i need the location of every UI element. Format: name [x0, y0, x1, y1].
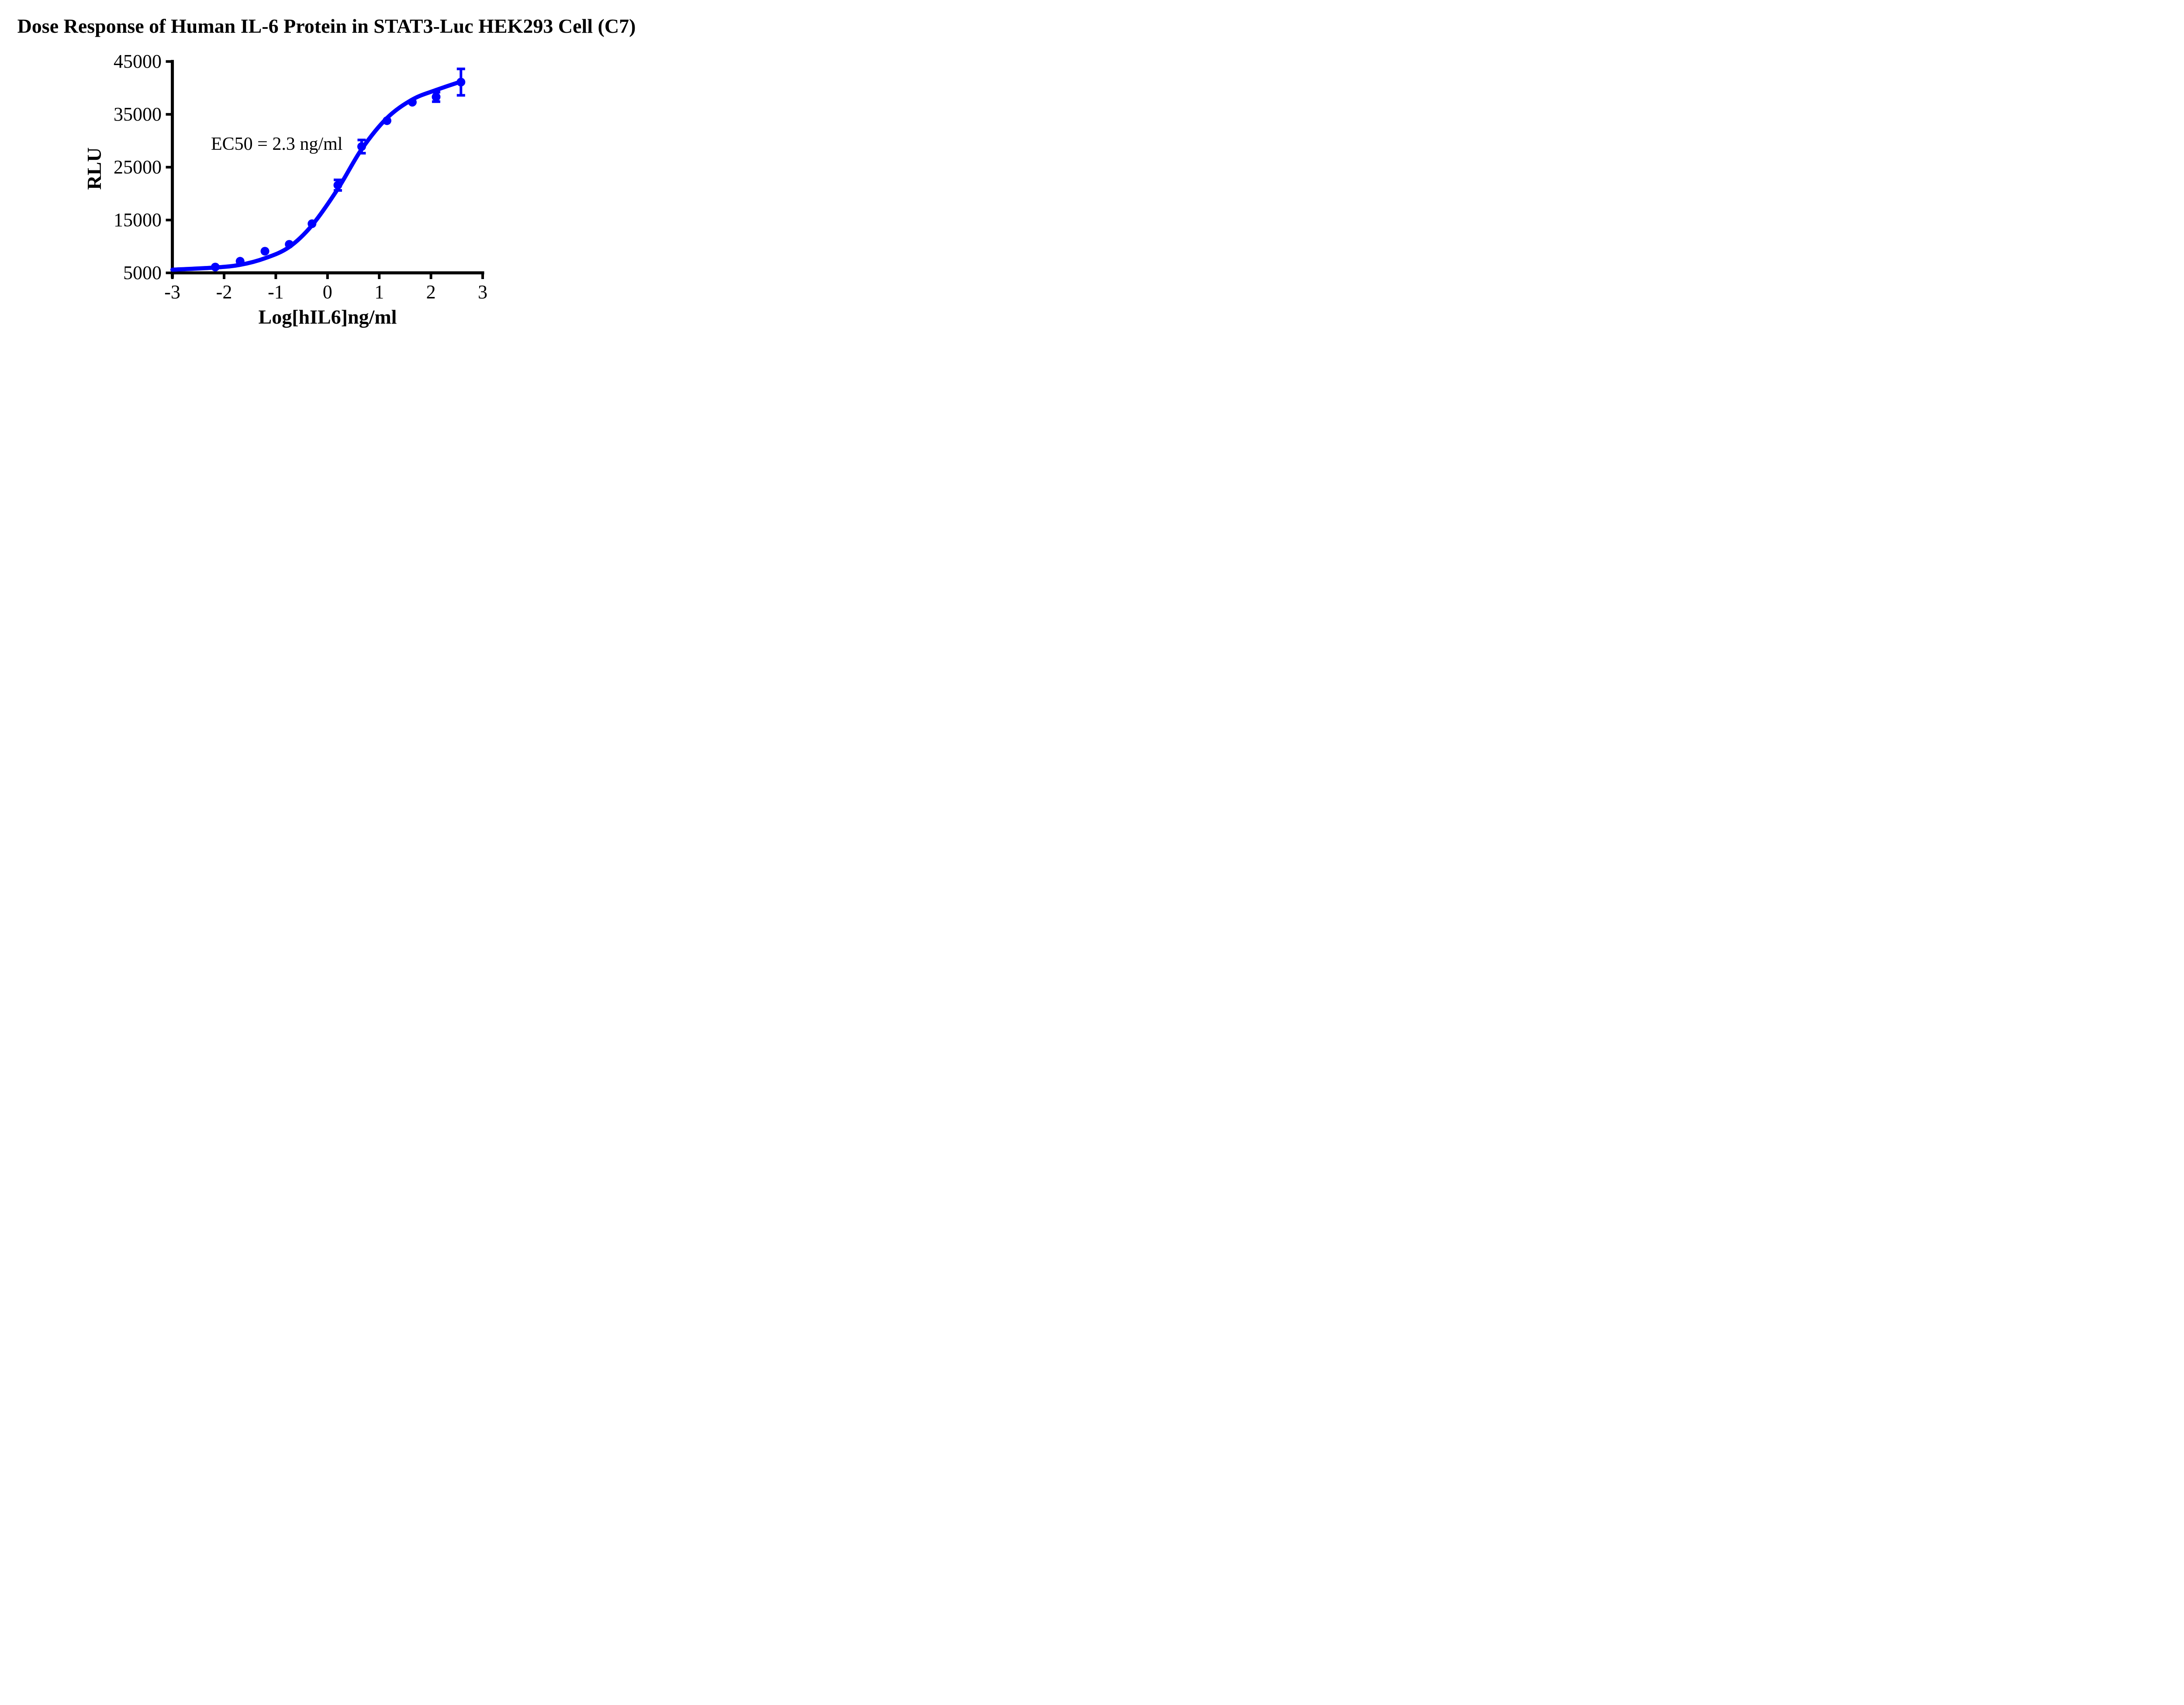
x-axis-label: Log[hIL6]ng/ml: [259, 306, 397, 328]
x-axis-tick-label: 3: [478, 281, 487, 303]
data-point: [285, 240, 294, 249]
x-axis-tick-label: 2: [426, 281, 436, 303]
data-point: [211, 262, 220, 272]
fit-curve: [170, 79, 463, 272]
x-axis-tick-label: -1: [268, 281, 284, 303]
data-point: [357, 142, 366, 151]
data-point: [432, 92, 441, 101]
x-ticks: -3 -2 -1 0 1 2 3: [164, 273, 487, 303]
data-point: [408, 97, 417, 107]
y-axis-tick-label: 5000: [123, 262, 162, 283]
y-axis-label: RLU: [83, 147, 105, 190]
x-axis-tick-label: -3: [164, 281, 180, 303]
dose-response-plot: 5000 15000 25000 35000 45000 -3 -2 -1 0 1 2 3 EC50…: [83, 51, 487, 328]
data-points: [211, 77, 466, 272]
ec50-annotation: EC50 = 2.3 ng/ml: [211, 134, 342, 154]
data-point: [382, 116, 391, 125]
y-axis-tick-label: 25000: [114, 156, 162, 178]
y-axis-tick-label: 45000: [114, 51, 162, 72]
data-point: [308, 219, 317, 228]
plot-axes: 5000 15000 25000 35000 45000 -3 -2 -1 0 1 2 3: [114, 51, 487, 303]
chart-canvas: Dose Response of Human IL-6 Protein in S…: [0, 0, 653, 341]
y-ticks: 5000 15000 25000 35000 45000: [114, 51, 173, 283]
chart-title: Dose Response of Human IL-6 Protein in S…: [17, 15, 636, 37]
y-axis-tick-label: 15000: [114, 209, 162, 231]
y-axis-tick-label: 35000: [114, 104, 162, 125]
data-point: [235, 257, 245, 266]
data-point: [260, 247, 270, 256]
x-axis-tick-label: 0: [323, 281, 332, 303]
data-point: [333, 180, 342, 190]
x-axis-tick-label: 1: [374, 281, 384, 303]
data-point: [456, 77, 466, 86]
x-axis-tick-label: -2: [216, 281, 232, 303]
